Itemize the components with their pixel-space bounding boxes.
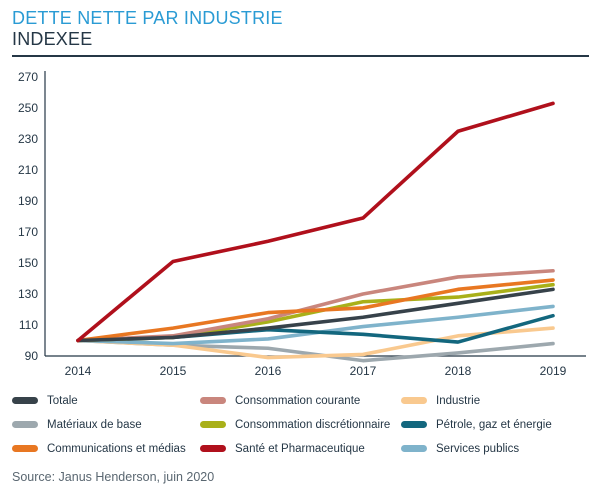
source-note: Source: Janus Henderson, juin 2020 bbox=[12, 470, 215, 484]
legend-swatch-icon bbox=[200, 445, 226, 452]
legend-label: Pétrole, gaz et énergie bbox=[436, 418, 552, 431]
y-tick-label: 270 bbox=[18, 70, 38, 84]
legend-swatch-icon bbox=[401, 421, 427, 428]
legend-item-sante-et-pharmaceutique: Santé et Pharmaceutique bbox=[200, 441, 401, 456]
y-tick-label: 90 bbox=[25, 349, 39, 363]
legend-item-consommation-discretionnaire: Consommation discrétionnaire bbox=[200, 417, 401, 432]
y-tick-label: 110 bbox=[19, 318, 38, 332]
y-tick-label: 250 bbox=[18, 101, 38, 115]
y-tick-label: 190 bbox=[18, 194, 38, 208]
chart-title: DETTE NETTE PAR INDUSTRIE bbox=[12, 8, 283, 28]
legend-label: Services publics bbox=[436, 442, 520, 455]
chart-subtitle: INDEXEE bbox=[12, 29, 93, 49]
x-tick-label: 2015 bbox=[160, 364, 187, 378]
legend-label: Matériaux de base bbox=[47, 418, 142, 431]
legend-item-totale: Totale bbox=[12, 393, 200, 408]
x-tick-label: 2014 bbox=[65, 364, 92, 378]
legend-label: Consommation courante bbox=[235, 394, 361, 407]
x-tick-label: 2016 bbox=[255, 364, 282, 378]
legend-swatch-icon bbox=[200, 421, 226, 428]
series-line-sante-et-pharmaceutique bbox=[76, 101, 555, 343]
legend-label: Consommation discrétionnaire bbox=[235, 418, 391, 431]
legend-item-communications-et-medias: Communications et médias bbox=[12, 441, 200, 456]
legend-item-petrole-gaz-et-energie: Pétrole, gaz et énergie bbox=[401, 417, 601, 432]
chart-legend: Totale Consommation courante Industrie Maté… bbox=[0, 387, 601, 456]
y-tick-label: 210 bbox=[18, 163, 38, 177]
legend-label: Santé et Pharmaceutique bbox=[235, 442, 365, 455]
legend-item-consommation-courante: Consommation courante bbox=[200, 393, 401, 408]
y-tick-label: 170 bbox=[18, 225, 38, 239]
title-divider bbox=[12, 55, 589, 57]
y-tick-label: 130 bbox=[18, 287, 38, 301]
legend-swatch-icon bbox=[401, 397, 427, 404]
legend-item-services-publics: Services publics bbox=[401, 441, 601, 456]
legend-item-industrie: Industrie bbox=[401, 393, 601, 408]
report-header: DETTE NETTE PAR INDUSTRIE INDEXEE bbox=[0, 0, 601, 50]
legend-swatch-icon bbox=[12, 421, 38, 428]
legend-swatch-icon bbox=[200, 397, 226, 404]
legend-item-materiaux-de-base: Matériaux de base bbox=[12, 417, 200, 432]
legend-swatch-icon bbox=[12, 397, 38, 404]
legend-label: Communications et médias bbox=[47, 442, 186, 455]
legend-label: Industrie bbox=[436, 394, 481, 407]
x-tick-label: 2019 bbox=[540, 364, 567, 378]
legend-swatch-icon bbox=[12, 445, 38, 452]
legend-swatch-icon bbox=[401, 445, 427, 452]
y-tick-label: 150 bbox=[18, 256, 38, 270]
legend-label: Totale bbox=[47, 394, 78, 407]
series-line-totale bbox=[76, 287, 555, 343]
x-tick-label: 2017 bbox=[350, 364, 377, 378]
line-chart: 90 110 130 150 170 190 210 230 250 270 2014 2015 201… bbox=[18, 70, 586, 378]
y-tick-label: 230 bbox=[18, 132, 38, 146]
series-line-communications-et-medias bbox=[76, 278, 555, 343]
x-tick-label: 2018 bbox=[445, 364, 472, 378]
